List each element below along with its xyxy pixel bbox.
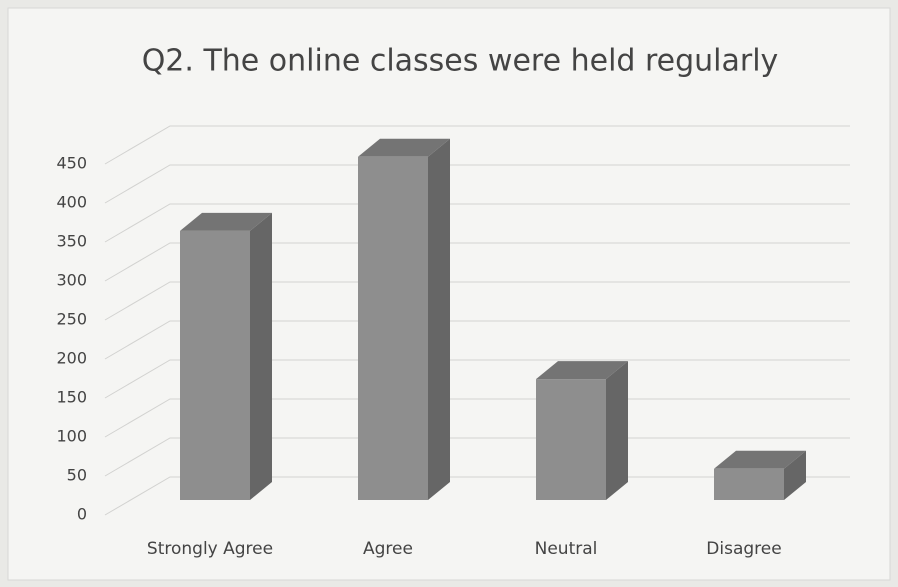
- x-tick-label: Disagree: [706, 539, 781, 559]
- bar-top: [180, 212, 272, 231]
- y-tick-label: 0: [77, 505, 87, 524]
- y-tick-label: 350: [56, 232, 87, 251]
- bar-top: [358, 138, 450, 157]
- grid-line: [104, 281, 850, 321]
- y-tick-label: 300: [56, 271, 87, 290]
- x-tick-label: Strongly Agree: [147, 539, 273, 559]
- y-tick-label: 400: [56, 193, 87, 212]
- y-tick-label: 450: [56, 154, 87, 173]
- bar-side: [428, 138, 450, 501]
- y-tick-label: 150: [56, 388, 87, 407]
- y-tick-label: 50: [67, 466, 87, 485]
- grid-line: [104, 203, 850, 243]
- bar-side: [250, 212, 272, 500]
- grid-line: [104, 164, 850, 204]
- x-tick-label: Neutral: [535, 539, 598, 559]
- grid-line: [104, 125, 850, 165]
- grid-line: [104, 320, 850, 360]
- bar-top: [714, 450, 806, 469]
- bar: [358, 156, 428, 501]
- y-tick-label: 200: [56, 349, 87, 368]
- bar-side: [784, 450, 806, 500]
- y-tick-label: 100: [56, 427, 87, 446]
- x-tick-label: Agree: [363, 539, 413, 559]
- bar: [536, 379, 606, 500]
- chart-title: Q2. The online classes were held regular…: [142, 44, 779, 79]
- bar: [180, 230, 250, 500]
- bar: [714, 468, 784, 500]
- grid-line: [104, 359, 850, 399]
- y-tick-label: 250: [56, 310, 87, 329]
- grid-line: [104, 242, 850, 282]
- bar-top: [536, 361, 628, 380]
- bar-side: [606, 361, 628, 500]
